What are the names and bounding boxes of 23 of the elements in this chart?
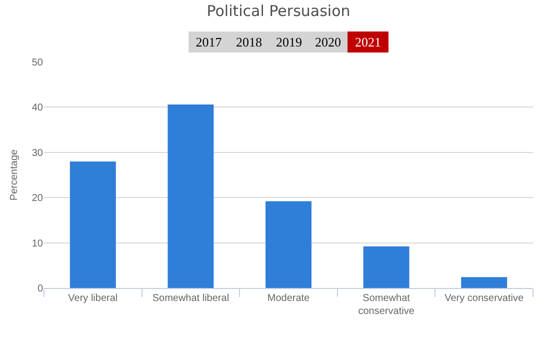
bar [363, 246, 410, 288]
x-tick-label: Very liberal [68, 293, 118, 304]
text: 2018 [236, 34, 262, 50]
x-tick-label: Somewhat liberal [152, 293, 230, 304]
y-tick-label: 10 [32, 238, 44, 250]
text: 2020 [315, 34, 341, 50]
bar [461, 277, 508, 288]
y-tick-label: 0 [37, 284, 44, 294]
bar [70, 161, 116, 288]
chart-title: Political Persuasion [206, 2, 350, 20]
bar [266, 201, 312, 288]
x-tick-label: Very conservative [444, 293, 524, 304]
x-tick-label: Moderate [267, 293, 310, 304]
x-tick-label: Somewhat conservative [358, 293, 415, 317]
y-axis-title: Percentage [8, 148, 20, 201]
y-tick-label: 20 [32, 193, 44, 204]
text: 2017 [196, 34, 222, 50]
y-tick-label: 50 [32, 58, 44, 68]
text: 2019 [276, 34, 302, 50]
y-tick-label: 30 [32, 148, 44, 159]
y-tick-label: 40 [32, 102, 44, 114]
bar [168, 104, 214, 288]
text: 2021 [355, 34, 381, 50]
